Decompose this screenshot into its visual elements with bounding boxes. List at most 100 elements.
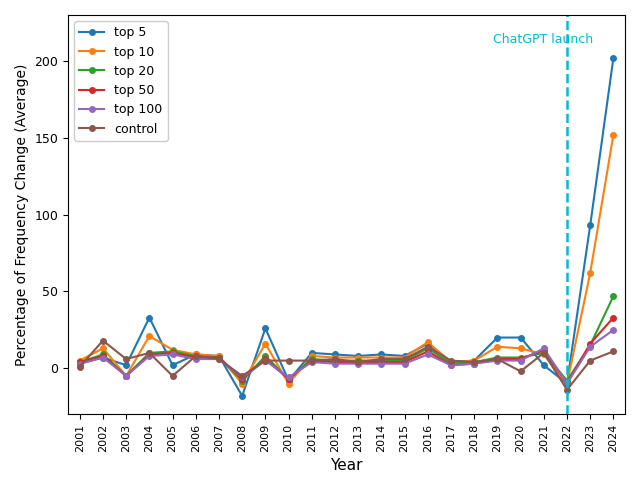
top 100 bbox=[401, 361, 408, 366]
top 20 bbox=[99, 351, 107, 357]
top 20 bbox=[238, 378, 246, 384]
top 10 bbox=[308, 353, 316, 359]
top 100 bbox=[76, 361, 84, 366]
top 100 bbox=[262, 358, 269, 364]
Y-axis label: Percentage of Frequency Change (Average): Percentage of Frequency Change (Average) bbox=[15, 63, 29, 366]
top 50 bbox=[308, 358, 316, 364]
top 100 bbox=[540, 346, 548, 351]
control bbox=[262, 358, 269, 364]
top 100 bbox=[493, 358, 501, 364]
top 50 bbox=[493, 356, 501, 362]
top 100 bbox=[470, 361, 478, 366]
top 20 bbox=[192, 353, 200, 359]
top 10 bbox=[355, 355, 362, 361]
top 5 bbox=[145, 315, 153, 321]
top 10 bbox=[145, 333, 153, 339]
top 100 bbox=[99, 355, 107, 361]
top 20 bbox=[470, 359, 478, 365]
control bbox=[424, 344, 431, 350]
top 100 bbox=[355, 361, 362, 366]
top 10 bbox=[192, 351, 200, 357]
top 50 bbox=[262, 356, 269, 362]
Line: top 50: top 50 bbox=[77, 315, 616, 386]
top 10 bbox=[470, 358, 478, 364]
top 100 bbox=[609, 327, 617, 333]
control bbox=[540, 350, 548, 356]
top 20 bbox=[355, 358, 362, 364]
top 5 bbox=[609, 55, 617, 61]
X-axis label: Year: Year bbox=[330, 458, 363, 473]
top 100 bbox=[331, 361, 339, 366]
top 50 bbox=[122, 373, 130, 379]
top 20 bbox=[145, 350, 153, 356]
top 10 bbox=[169, 347, 177, 353]
top 50 bbox=[401, 359, 408, 365]
top 20 bbox=[609, 293, 617, 299]
top 5 bbox=[331, 351, 339, 357]
top 100 bbox=[424, 351, 431, 357]
top 20 bbox=[122, 373, 130, 379]
top 50 bbox=[285, 376, 292, 382]
control bbox=[145, 350, 153, 356]
top 10 bbox=[540, 351, 548, 357]
top 100 bbox=[169, 351, 177, 357]
top 50 bbox=[76, 359, 84, 365]
top 50 bbox=[563, 381, 571, 386]
top 10 bbox=[378, 355, 385, 361]
control bbox=[331, 356, 339, 362]
top 50 bbox=[238, 376, 246, 382]
top 20 bbox=[540, 350, 548, 356]
control bbox=[355, 359, 362, 365]
top 5 bbox=[99, 355, 107, 361]
top 20 bbox=[424, 346, 431, 351]
top 100 bbox=[238, 375, 246, 381]
top 100 bbox=[122, 373, 130, 379]
top 50 bbox=[609, 315, 617, 321]
top 20 bbox=[76, 359, 84, 365]
top 50 bbox=[540, 347, 548, 353]
top 5 bbox=[447, 359, 455, 365]
top 100 bbox=[563, 381, 571, 386]
top 50 bbox=[424, 348, 431, 354]
top 20 bbox=[563, 378, 571, 384]
top 10 bbox=[215, 353, 223, 359]
top 20 bbox=[262, 353, 269, 359]
Line: top 100: top 100 bbox=[77, 327, 616, 386]
top 10 bbox=[401, 355, 408, 361]
top 100 bbox=[586, 344, 594, 350]
top 100 bbox=[447, 362, 455, 368]
top 50 bbox=[586, 341, 594, 346]
control bbox=[285, 358, 292, 364]
Line: control: control bbox=[77, 338, 616, 392]
top 100 bbox=[308, 359, 316, 365]
control bbox=[586, 358, 594, 364]
top 50 bbox=[192, 355, 200, 361]
top 5 bbox=[540, 362, 548, 368]
top 5 bbox=[308, 350, 316, 356]
control bbox=[609, 348, 617, 354]
top 50 bbox=[470, 361, 478, 366]
control bbox=[447, 358, 455, 364]
Legend: top 5, top 10, top 20, top 50, top 100, control: top 5, top 10, top 20, top 50, top 100, … bbox=[74, 21, 168, 141]
top 5 bbox=[262, 325, 269, 331]
top 10 bbox=[331, 355, 339, 361]
top 50 bbox=[447, 362, 455, 368]
top 20 bbox=[331, 358, 339, 364]
Line: top 20: top 20 bbox=[77, 293, 616, 384]
top 5 bbox=[378, 351, 385, 357]
top 20 bbox=[378, 358, 385, 364]
top 10 bbox=[238, 381, 246, 386]
top 20 bbox=[516, 355, 524, 361]
top 5 bbox=[493, 335, 501, 341]
top 100 bbox=[215, 356, 223, 362]
control bbox=[378, 356, 385, 362]
top 10 bbox=[424, 339, 431, 345]
top 10 bbox=[76, 358, 84, 364]
top 5 bbox=[76, 361, 84, 366]
top 100 bbox=[516, 358, 524, 364]
Line: top 10: top 10 bbox=[77, 132, 616, 386]
top 10 bbox=[563, 381, 571, 386]
top 5 bbox=[401, 353, 408, 359]
top 20 bbox=[493, 355, 501, 361]
top 10 bbox=[516, 346, 524, 351]
